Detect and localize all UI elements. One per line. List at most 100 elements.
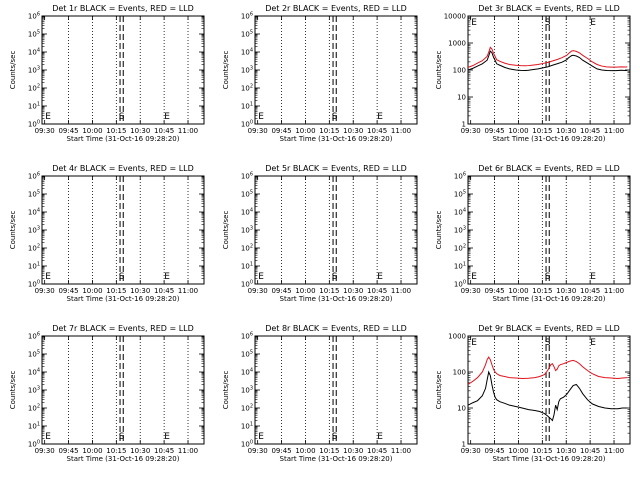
marker-e-left: E <box>45 112 51 122</box>
x-tick-label: 10:45 <box>367 127 387 135</box>
x-tick-label: 11:00 <box>391 127 411 135</box>
marker-s: S <box>332 112 338 122</box>
y-tick-label: 103 <box>28 226 40 235</box>
y-tick-label: 1 <box>462 121 466 129</box>
y-tick-label: 100 <box>241 280 253 289</box>
y-tick-label: 106 <box>454 172 466 181</box>
x-tick-label: 11:00 <box>391 447 411 455</box>
marker-s: S <box>545 338 551 348</box>
x-tick-label: 09:45 <box>271 447 291 455</box>
y-tick-label: 101 <box>28 262 40 271</box>
y-tick-label: 105 <box>241 350 253 359</box>
y-tick-label: 103 <box>241 226 253 235</box>
x-tick-label: 10:45 <box>154 127 174 135</box>
x-tick-label: 10:30 <box>343 447 363 455</box>
x-axis-label: Start Time (31-Oct-16 09:28:20) <box>280 455 393 463</box>
x-tick-label: 10:45 <box>580 127 600 135</box>
x-tick-label: 10:00 <box>82 287 102 295</box>
panel-det-7: Det 7r BLACK = Events, RED = LLD 09:30 09:… <box>9 324 205 463</box>
x-tick-label: 09:30 <box>35 447 55 455</box>
y-tick-label: 104 <box>241 208 253 217</box>
y-tick-label: 106 <box>28 12 40 21</box>
marker-e-right: E <box>590 272 596 282</box>
marker-s: S <box>119 272 125 282</box>
x-tick-label: 10:45 <box>580 287 600 295</box>
marker-e-right: E <box>377 112 383 122</box>
y-tick-label: 105 <box>241 30 253 39</box>
x-tick-label: 09:30 <box>248 287 268 295</box>
y-axis-label: Counts/sec <box>222 211 230 250</box>
panel-title: Det 8r BLACK = Events, RED = LLD <box>265 324 407 333</box>
y-tick-label: 105 <box>28 30 40 39</box>
x-axis-label: Start Time (31-Oct-16 09:28:20) <box>493 295 606 303</box>
x-tick-label: 10:00 <box>508 447 528 455</box>
y-tick-label: 103 <box>28 66 40 75</box>
marker-s: S <box>545 18 551 28</box>
x-tick-label: 09:45 <box>484 287 504 295</box>
y-axis-label: Counts/sec <box>435 51 443 90</box>
x-tick-label: 10:00 <box>295 447 315 455</box>
x-tick-label: 11:00 <box>604 447 624 455</box>
y-tick-label: 102 <box>28 404 40 413</box>
y-tick-label: 106 <box>241 332 253 341</box>
y-tick-label: 104 <box>28 48 40 57</box>
y-tick-label: 10000 <box>444 13 466 21</box>
y-tick-label: 100 <box>28 440 40 449</box>
x-tick-label: 09:45 <box>58 447 78 455</box>
x-tick-label: 10:45 <box>154 287 174 295</box>
y-tick-label: 10 <box>457 94 466 102</box>
panel-det-9: Det 9r BLACK = Events, RED = LLD 09:30 09:… <box>435 324 631 463</box>
y-tick-label: 104 <box>28 368 40 377</box>
y-tick-label: 106 <box>28 332 40 341</box>
panel-det-8: Det 8r BLACK = Events, RED = LLD 09:30 09:… <box>222 324 418 463</box>
y-tick-label: 102 <box>28 84 40 93</box>
x-tick-label: 10:15 <box>532 447 552 455</box>
y-tick-label: 102 <box>241 244 253 253</box>
x-tick-label: 10:15 <box>319 287 339 295</box>
x-tick-label: 09:45 <box>484 127 504 135</box>
y-tick-label: 100 <box>241 120 253 129</box>
y-tick-label: 102 <box>454 244 466 253</box>
panel-det-2: Det 2r BLACK = Events, RED = LLD 09:30 09:… <box>222 4 418 143</box>
panel-det-4: Det 4r BLACK = Events, RED = LLD 09:30 09:… <box>9 164 205 303</box>
x-tick-label: 11:00 <box>604 127 624 135</box>
x-axis-label: Start Time (31-Oct-16 09:28:20) <box>280 135 393 143</box>
x-tick-label: 10:00 <box>295 127 315 135</box>
y-tick-label: 106 <box>28 172 40 181</box>
marker-e-left: E <box>45 272 51 282</box>
x-axis-label: Start Time (31-Oct-16 09:28:20) <box>67 135 180 143</box>
x-tick-label: 09:45 <box>484 447 504 455</box>
x-tick-label: 09:45 <box>58 287 78 295</box>
y-tick-label: 10 <box>457 405 466 413</box>
x-tick-label: 10:00 <box>508 127 528 135</box>
marker-e-left: E <box>471 18 477 28</box>
panel-title: Det 1r BLACK = Events, RED = LLD <box>52 4 194 13</box>
x-tick-label: 11:00 <box>178 447 198 455</box>
lld-series-line <box>467 356 628 385</box>
x-tick-label: 10:45 <box>580 447 600 455</box>
y-axis-label: Counts/sec <box>9 371 17 410</box>
y-tick-label: 106 <box>241 12 253 21</box>
y-tick-label: 103 <box>28 386 40 395</box>
y-tick-label: 104 <box>454 208 466 217</box>
y-axis-label: Counts/sec <box>9 211 17 250</box>
y-tick-label: 101 <box>28 422 40 431</box>
x-tick-label: 10:00 <box>82 447 102 455</box>
y-tick-label: 100 <box>28 280 40 289</box>
y-tick-label: 102 <box>241 84 253 93</box>
x-tick-label: 10:15 <box>532 287 552 295</box>
panel-title: Det 2r BLACK = Events, RED = LLD <box>265 4 407 13</box>
y-tick-label: 1000 <box>448 333 466 341</box>
panel-title: Det 5r BLACK = Events, RED = LLD <box>265 164 407 173</box>
x-tick-label: 10:15 <box>319 447 339 455</box>
x-tick-label: 10:30 <box>130 287 150 295</box>
y-tick-label: 101 <box>454 262 466 271</box>
x-tick-label: 10:00 <box>82 127 102 135</box>
lld-series-line <box>467 46 628 68</box>
events-series-line <box>467 370 628 422</box>
marker-e-right: E <box>164 432 170 442</box>
y-tick-label: 103 <box>241 386 253 395</box>
x-tick-label: 10:45 <box>367 447 387 455</box>
panel-det-5: Det 5r BLACK = Events, RED = LLD 09:30 09:… <box>222 164 418 303</box>
